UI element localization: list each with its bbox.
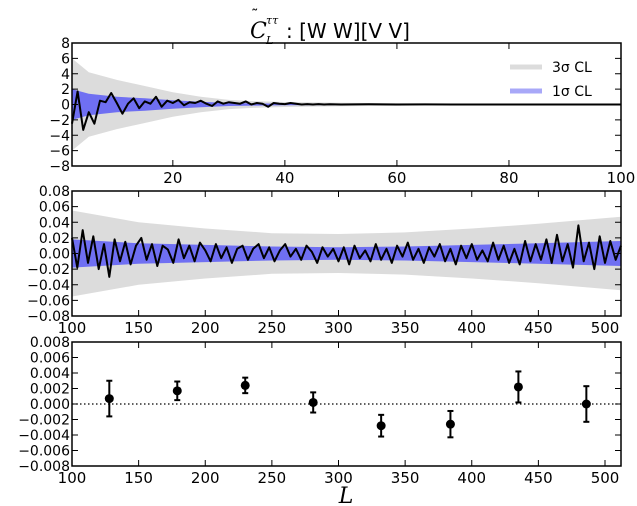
data-point — [581, 399, 591, 409]
y-tick-label: −4 — [49, 128, 70, 144]
x-tick-label: 250 — [258, 319, 287, 337]
y-tick-label: 0 — [61, 98, 70, 114]
y-tick-label: −0.008 — [18, 459, 70, 475]
x-tick-label: 200 — [191, 469, 220, 487]
x-tick-label: 200 — [191, 319, 220, 337]
x-tick-label: 40 — [275, 169, 294, 187]
y-tick-label: 0.008 — [30, 335, 70, 351]
x-axis-label: L — [338, 484, 354, 506]
data-point — [376, 421, 386, 431]
y-tick-label: −0.08 — [27, 309, 70, 325]
y-tick-label: 0.02 — [39, 231, 70, 247]
panel-bottom: −0.008−0.006−0.004−0.0020.0000.0020.0040… — [18, 335, 622, 487]
y-tick-label: −0.02 — [27, 262, 70, 278]
data-point — [104, 394, 114, 404]
x-tick-label: 80 — [499, 169, 518, 187]
y-tick-label: −0.004 — [18, 428, 70, 444]
legend-1sigma-label: 1σ CL — [552, 84, 592, 100]
series-line — [71, 224, 622, 278]
x-tick-label: 100 — [58, 469, 87, 487]
legend: 3σ CL 1σ CL — [510, 60, 592, 100]
x-tick-label: 100 — [607, 169, 636, 187]
title-symbol: C — [250, 19, 267, 44]
y-tick-label: −0.006 — [18, 444, 70, 460]
legend-3sigma-label: 3σ CL — [552, 60, 592, 76]
title-text: : [W W][V V] — [286, 19, 410, 43]
figure-title: C ˜ ττ L : [W W][V V] — [250, 6, 410, 47]
y-tick-label: −2 — [49, 113, 70, 129]
y-tick-label: −0.002 — [18, 413, 70, 429]
data-point — [513, 382, 523, 392]
series-line — [71, 90, 621, 131]
x-tick-label: 150 — [124, 319, 153, 337]
x-tick-label: 300 — [324, 319, 353, 337]
y-tick-label: 2 — [61, 82, 70, 98]
y-tick-label: 0.08 — [39, 184, 70, 200]
x-tick-label: 350 — [391, 319, 420, 337]
x-tick-label: 500 — [591, 319, 620, 337]
x-tick-label: 60 — [387, 169, 406, 187]
y-tick-label: 6 — [61, 51, 70, 67]
data-point — [308, 397, 318, 407]
y-tick-label: 0.06 — [39, 200, 70, 216]
x-tick-label: 20 — [163, 169, 182, 187]
title-superscript: ττ — [266, 14, 279, 27]
plot-frame — [71, 341, 622, 467]
y-tick-label: 0.002 — [30, 382, 70, 398]
y-tick-label: 0.004 — [30, 366, 70, 382]
data-point — [240, 380, 250, 390]
y-tick-label: −0.04 — [27, 278, 70, 294]
y-tick-label: 0.000 — [30, 397, 70, 413]
x-tick-label: 500 — [591, 469, 620, 487]
panel-middle: −0.08−0.06−0.04−0.020.000.020.040.060.08… — [27, 184, 622, 337]
x-tick-label: 100 — [58, 319, 87, 337]
x-tick-label: 400 — [457, 469, 486, 487]
x-tick-label: 400 — [457, 319, 486, 337]
y-tick-label: −6 — [49, 144, 70, 160]
y-tick-label: 0.006 — [30, 351, 70, 367]
y-tick-label: 0.00 — [39, 247, 70, 263]
x-tick-label: 450 — [524, 469, 553, 487]
title-subscript: L — [265, 34, 273, 47]
y-tick-label: 4 — [61, 67, 70, 83]
data-point — [172, 386, 182, 396]
y-tick-label: 8 — [61, 36, 70, 52]
x-tick-label: 450 — [524, 319, 553, 337]
x-tick-label: 150 — [124, 469, 153, 487]
x-tick-label: 250 — [258, 469, 287, 487]
y-tick-label: −8 — [49, 159, 70, 175]
title-hat: ˜ — [251, 6, 259, 24]
data-point — [445, 419, 455, 429]
x-tick-label: 350 — [391, 469, 420, 487]
y-tick-label: −0.06 — [27, 293, 70, 309]
x-tick-label: 300 — [324, 469, 353, 487]
y-tick-label: 0.04 — [39, 215, 70, 231]
